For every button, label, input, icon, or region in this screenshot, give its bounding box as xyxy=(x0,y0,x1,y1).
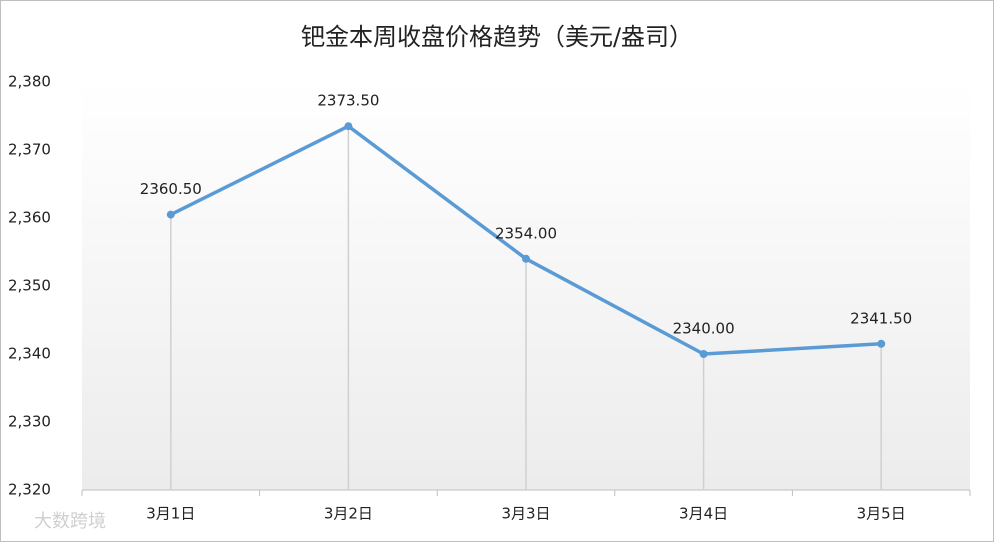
y-tick-label: 2,370 xyxy=(8,141,51,159)
point xyxy=(699,350,708,358)
y-tick-label: 2,330 xyxy=(8,413,51,431)
y-tick-label: 2,380 xyxy=(8,73,51,91)
y-tick-label: 2,320 xyxy=(8,481,51,499)
point xyxy=(877,339,886,348)
watermark: 大数跨境 xyxy=(34,511,106,532)
x-tick-label: 3月5日 xyxy=(857,505,906,523)
point xyxy=(522,254,530,263)
x-tick-label: 3月2日 xyxy=(324,505,373,523)
data-label: 2340.00 xyxy=(673,320,735,338)
data-label: 2354.00 xyxy=(495,224,557,242)
y-tick-label: 2,350 xyxy=(8,277,51,295)
data-label: 2341.50 xyxy=(850,309,912,327)
x-tick-label: 3月3日 xyxy=(501,505,550,523)
x-tick-label: 3月1日 xyxy=(146,505,195,523)
data-label: 2373.50 xyxy=(317,92,379,110)
point xyxy=(344,122,353,131)
y-tick-label: 2,360 xyxy=(8,209,51,227)
x-tick-label: 3月4日 xyxy=(679,505,728,523)
point xyxy=(166,210,175,219)
y-tick-label: 2,340 xyxy=(8,345,51,363)
chart-title: 钯金本周收盘价格趋势（美元/盎司） xyxy=(301,23,693,51)
plot: 2,320 2,330 2,340 2,350 2,360 2,370 2,380 3月1日 3… xyxy=(8,73,971,523)
data-label: 2360.50 xyxy=(140,180,202,198)
